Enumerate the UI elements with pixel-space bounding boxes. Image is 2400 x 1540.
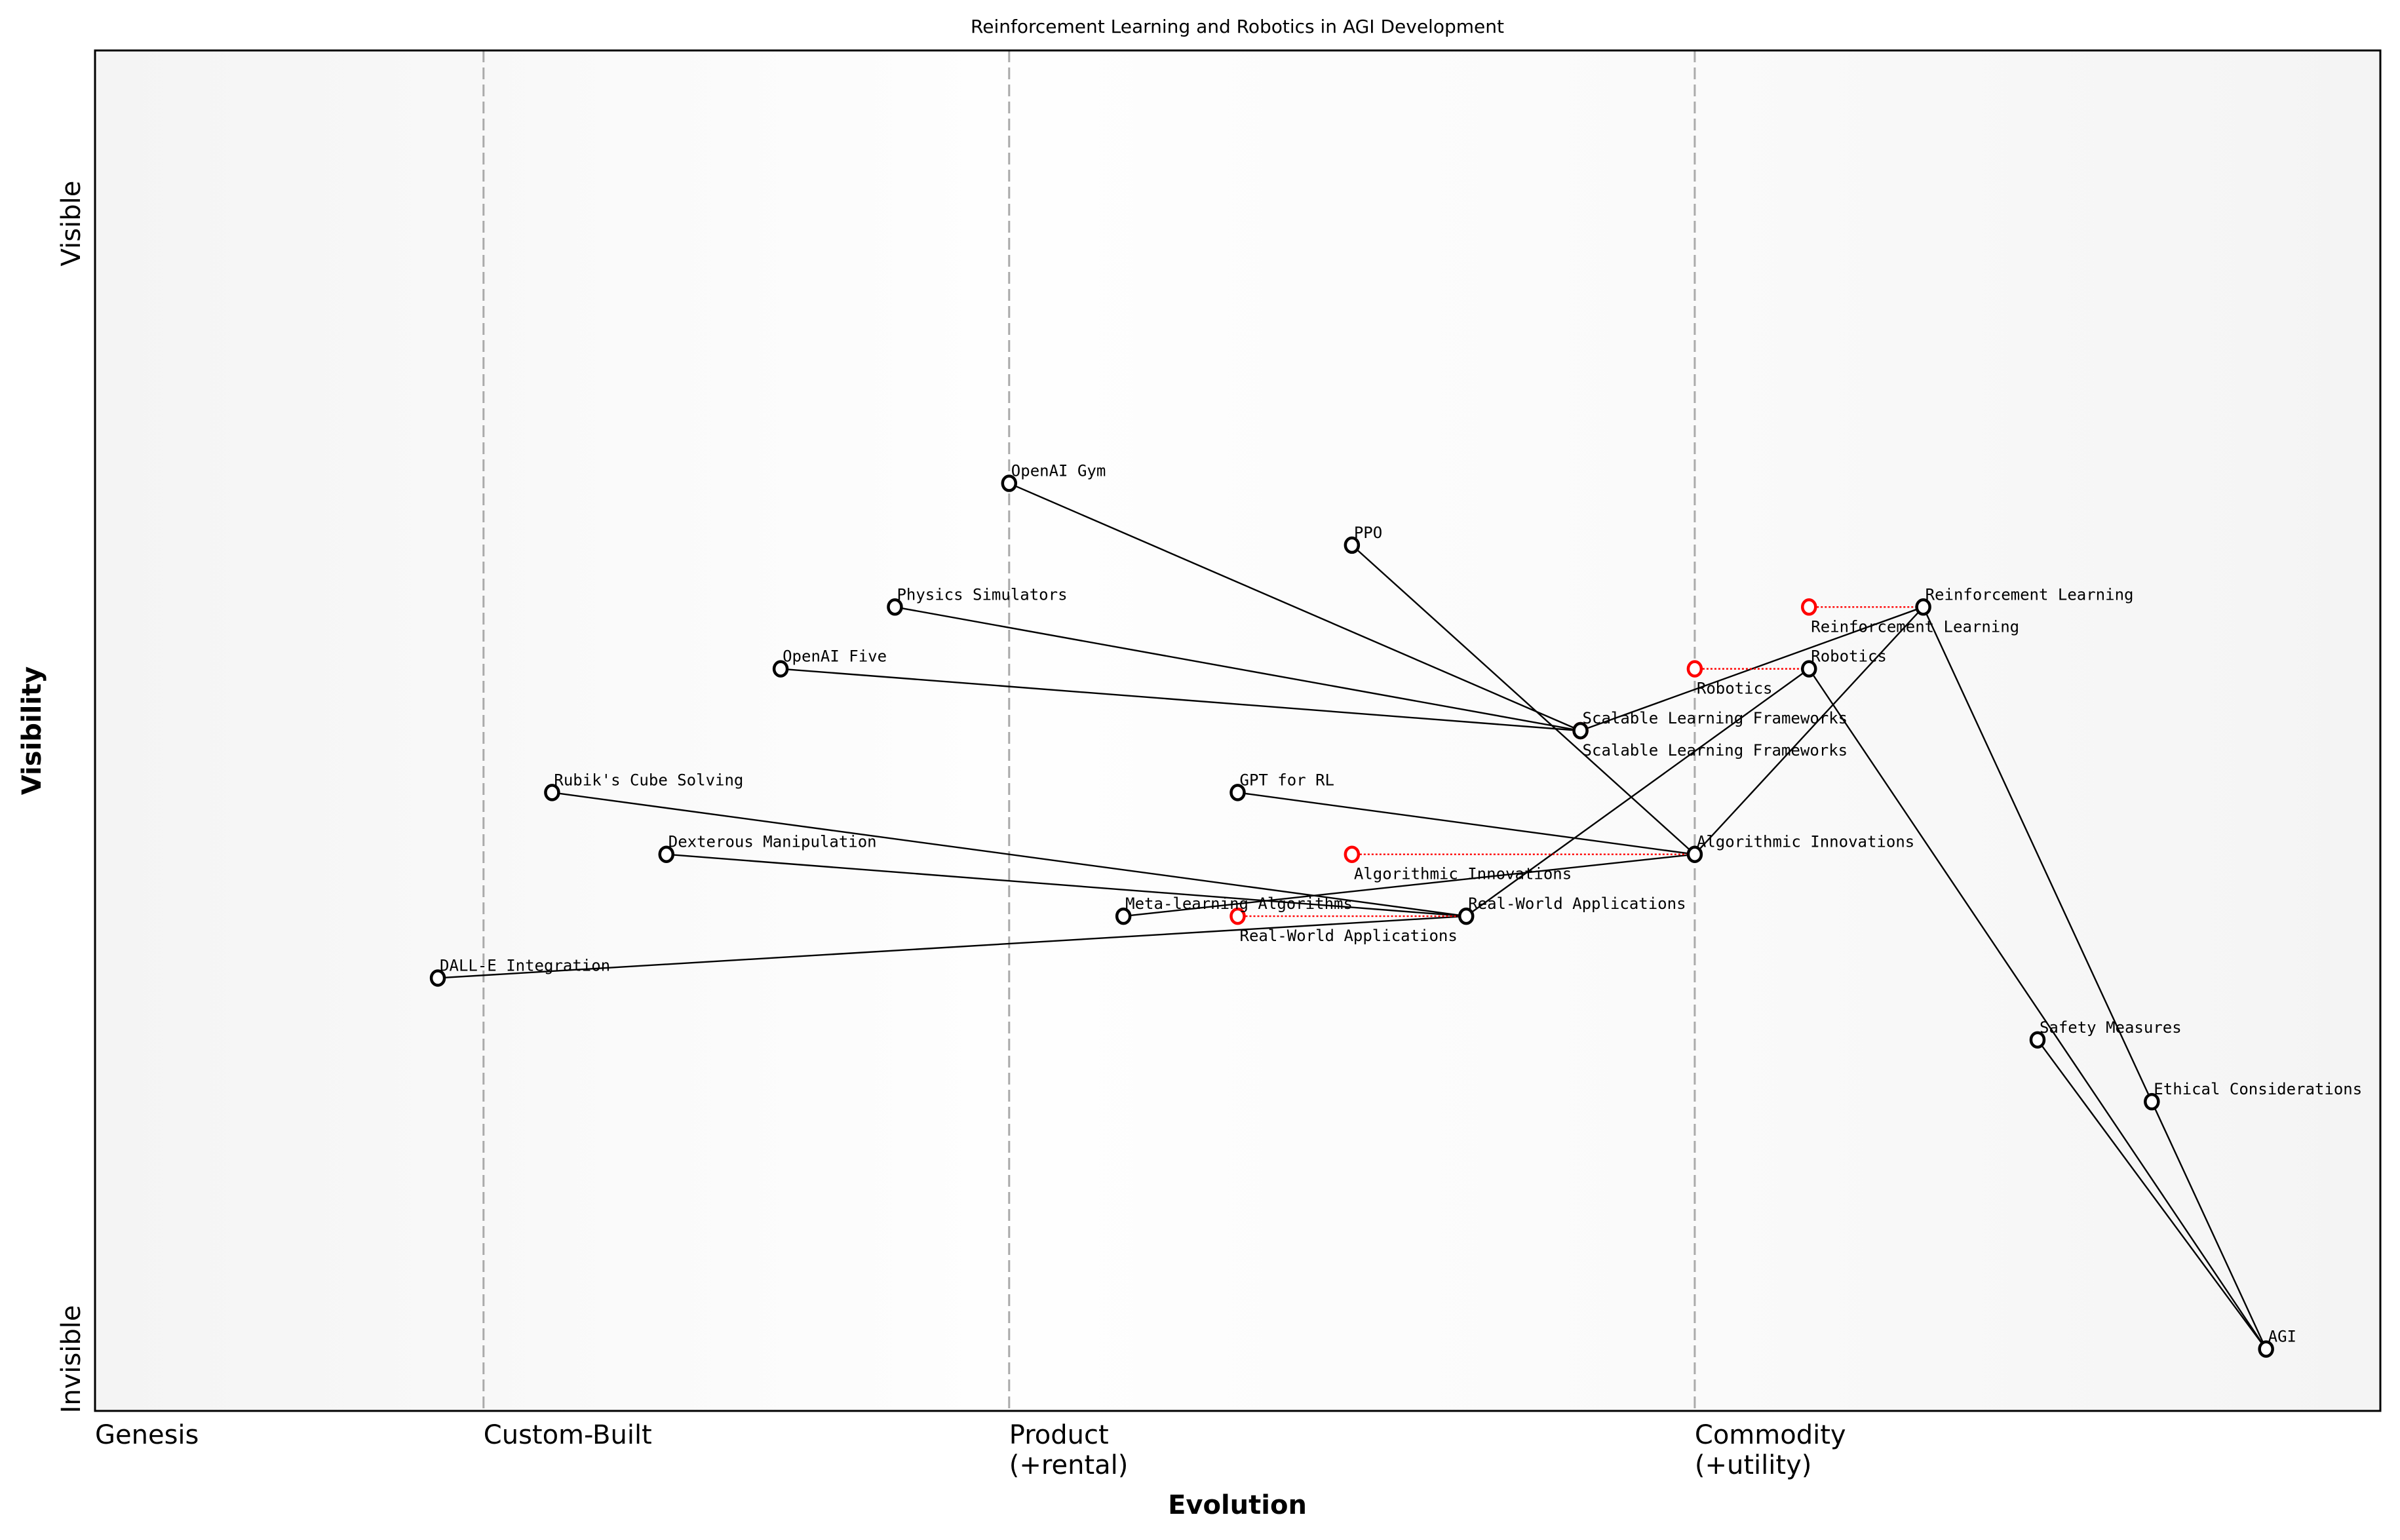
component-label: Physics Simulators xyxy=(897,585,1067,604)
chart-title: Reinforcement Learning and Robotics in A… xyxy=(971,16,1504,37)
evolved-position-label: Algorithmic Innovations xyxy=(1354,865,1572,883)
evolved-position-node xyxy=(1686,660,1703,678)
component-label: Robotics xyxy=(1811,647,1887,666)
dependency-link xyxy=(1009,482,1581,732)
component-label: OpenAI Gym xyxy=(1011,462,1106,480)
dependency-link xyxy=(1351,545,1695,855)
evolved-position-label: Real-World Applications xyxy=(1240,927,1458,945)
component-node xyxy=(2144,1092,2160,1111)
component-node xyxy=(887,598,903,616)
dependency-link xyxy=(1465,668,1810,917)
dependency-link xyxy=(1237,792,1695,855)
component-label: AGI xyxy=(2268,1328,2296,1346)
dependency-link xyxy=(895,606,1581,732)
component-node xyxy=(1572,722,1589,740)
component-label: Real-World Applications xyxy=(1468,895,1686,913)
component-node xyxy=(1115,907,1132,925)
component-node xyxy=(1344,536,1361,554)
component-node xyxy=(1229,784,1246,801)
component-node xyxy=(2258,1340,2274,1358)
component-node xyxy=(772,660,789,678)
x-tick-label-line: (+rental) xyxy=(1009,1450,1129,1480)
y-label-visible: Visible xyxy=(56,181,87,267)
component-label: Meta-learning Algorithms xyxy=(1125,895,1353,913)
component-label: Safety Measures xyxy=(2040,1018,2182,1037)
y-label-invisible: Invisible xyxy=(56,1305,87,1414)
dependency-link xyxy=(1123,853,1695,917)
dependency-link xyxy=(781,668,1581,732)
dependency-link xyxy=(1808,668,2267,1350)
component-node xyxy=(1686,845,1703,863)
dependency-link xyxy=(1694,606,1924,855)
evolved-position-label: Robotics xyxy=(1697,680,1773,698)
x-tick-label: Product (+rental) xyxy=(1009,1420,1129,1480)
component-label: Ethical Considerations xyxy=(2154,1080,2362,1098)
x-axis-label: Evolution xyxy=(1168,1490,1307,1520)
plot-area xyxy=(95,50,2380,1411)
component-node xyxy=(544,784,560,801)
component-node xyxy=(1458,907,1475,925)
evolved-position-node xyxy=(1801,598,1817,616)
evolved-position-node xyxy=(1344,845,1361,863)
evolved-position-label: Reinforcement Learning xyxy=(1811,617,2019,636)
evolved-position-label: Scalable Learning Frameworks xyxy=(1583,741,1848,760)
component-label: GPT for RL xyxy=(1240,771,1335,789)
plot-frame xyxy=(94,49,2382,1412)
component-node xyxy=(1001,474,1018,492)
component-node xyxy=(658,845,674,863)
y-axis-label: Visibility xyxy=(17,666,47,795)
component-label: Reinforcement Learning xyxy=(1926,585,2134,604)
dependency-link xyxy=(666,853,1467,917)
x-tick-label-line: (+utility) xyxy=(1695,1450,1811,1480)
dependency-link xyxy=(552,792,1467,917)
dependency-link xyxy=(2036,1039,2267,1350)
component-label: DALL-E Integration xyxy=(440,956,610,974)
x-tick-label-line: Commodity xyxy=(1695,1420,1846,1450)
component-node xyxy=(1915,598,1931,616)
component-node xyxy=(429,969,446,987)
x-tick-label-line: Genesis xyxy=(95,1420,199,1450)
dependency-link xyxy=(1922,606,2153,1102)
component-label: PPO xyxy=(1354,524,1382,542)
x-tick-label-line: Custom-Built xyxy=(484,1420,652,1450)
dependency-link xyxy=(437,915,1467,979)
x-tick-label: Commodity (+utility) xyxy=(1695,1420,1846,1480)
x-tick-label: Genesis xyxy=(95,1420,199,1450)
evolved-position-node xyxy=(1229,907,1246,925)
component-label: Algorithmic Innovations xyxy=(1697,833,1914,851)
component-label: Scalable Learning Frameworks xyxy=(1583,709,1848,727)
component-label: Rubik's Cube Solving xyxy=(554,771,743,789)
component-node xyxy=(2029,1031,2046,1049)
x-tick-label: Custom-Built xyxy=(484,1420,652,1450)
dependency-link xyxy=(2151,1101,2267,1350)
x-tick-label-line: Product xyxy=(1009,1420,1109,1450)
dependency-link xyxy=(1580,606,1924,732)
component-label: Dexterous Manipulation xyxy=(668,833,877,851)
component-node xyxy=(1801,660,1817,678)
component-label: OpenAI Five xyxy=(783,647,887,666)
